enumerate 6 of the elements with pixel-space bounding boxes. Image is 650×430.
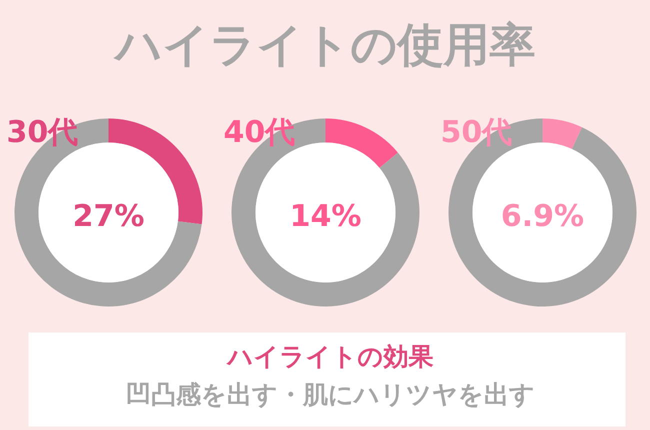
text: 凹凸感を出す・肌にハリツヤを出す: [126, 380, 535, 409]
text: 27%: [72, 199, 144, 234]
text: 6.9%: [500, 199, 584, 234]
text: ハイライトの効果: [226, 342, 434, 371]
text: 14%: [290, 199, 362, 234]
text: ハイライトの使用率: [112, 18, 536, 72]
